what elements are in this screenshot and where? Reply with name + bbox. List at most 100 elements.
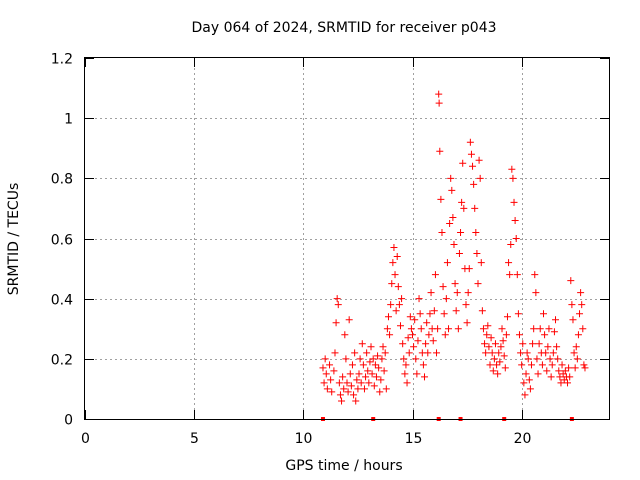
data-point	[355, 370, 363, 378]
data-point	[514, 310, 522, 318]
data-point	[403, 379, 411, 387]
data-point	[427, 289, 435, 297]
data-point	[360, 385, 368, 393]
data-point	[363, 349, 371, 357]
data-point	[436, 147, 444, 155]
data-point	[489, 367, 497, 375]
data-point	[479, 325, 487, 333]
data-point	[407, 325, 415, 333]
data-point	[415, 295, 423, 303]
x-axis-label: GPS time / hours	[285, 458, 402, 474]
data-point	[460, 204, 468, 212]
axis-ticks: 0 0.2 0.4 0.6 0.8 1 1.2 0 5 10 15 20	[51, 52, 609, 447]
plot-frame	[84, 57, 610, 420]
data-point	[499, 337, 507, 345]
data-point	[554, 355, 562, 363]
data-point	[347, 382, 355, 390]
data-point	[529, 340, 537, 348]
data-point	[376, 388, 384, 396]
data-point	[455, 250, 463, 258]
data-point	[543, 367, 551, 375]
data-point	[487, 334, 495, 342]
data-point	[521, 391, 529, 399]
data-point	[513, 271, 521, 279]
data-point	[510, 198, 518, 206]
data-point	[547, 373, 555, 381]
data-point	[375, 364, 383, 372]
data-point	[433, 349, 441, 357]
data-point	[368, 370, 376, 378]
data-point	[434, 325, 442, 333]
data-point	[475, 156, 483, 164]
data-point	[576, 310, 584, 318]
data-point	[445, 325, 453, 333]
data-point	[323, 385, 331, 393]
data-point	[401, 370, 409, 378]
data-point	[417, 325, 425, 333]
data-point	[522, 370, 530, 378]
data-point	[483, 331, 491, 339]
data-point	[328, 388, 336, 396]
data-point	[352, 397, 360, 405]
y-tick-label: 0.2	[51, 353, 73, 369]
data-point	[509, 174, 517, 182]
data-point	[568, 301, 576, 309]
data-point	[404, 334, 412, 342]
data-point	[409, 331, 416, 339]
data-point	[392, 307, 400, 315]
chart-title: Day 064 of 2024, SRMTID for receiver p04…	[191, 20, 496, 36]
data-point	[416, 310, 424, 318]
data-point	[345, 316, 353, 324]
data-point	[391, 271, 399, 279]
data-point	[330, 367, 338, 375]
data-point	[519, 340, 527, 348]
data-point	[425, 331, 433, 339]
y-tick-label: 1	[64, 112, 73, 128]
data-point	[370, 382, 378, 390]
data-point	[478, 307, 486, 315]
data-point	[327, 376, 335, 384]
data-point	[353, 376, 361, 384]
data-point	[438, 228, 446, 236]
data-point	[357, 379, 365, 387]
data-point	[511, 216, 519, 224]
data-point	[578, 301, 586, 309]
data-point	[430, 307, 438, 315]
data-point	[379, 343, 387, 351]
data-point	[344, 388, 352, 396]
data-point	[364, 367, 372, 375]
data-point	[442, 295, 450, 303]
data-point	[572, 343, 580, 351]
data-point	[523, 349, 531, 357]
data-point	[340, 385, 348, 393]
data-point	[387, 301, 395, 309]
data-point	[383, 325, 391, 333]
data-point	[335, 379, 343, 387]
data-point	[389, 259, 397, 267]
data-point	[435, 90, 443, 98]
data-point	[382, 385, 390, 393]
data-point	[485, 343, 493, 351]
data-point	[581, 364, 589, 372]
data-point	[424, 349, 432, 357]
data-point	[336, 391, 344, 399]
data-point	[400, 355, 408, 363]
data-point	[538, 361, 546, 369]
data-point	[450, 241, 458, 249]
data-point	[380, 367, 388, 375]
data-point	[467, 150, 475, 158]
data-point	[553, 343, 561, 351]
data-point	[332, 319, 340, 327]
data-point	[362, 373, 370, 381]
data-point	[569, 316, 577, 324]
data-point	[472, 228, 480, 236]
data-point	[580, 361, 588, 369]
data-point	[515, 331, 523, 339]
data-point	[464, 289, 472, 297]
data-point	[557, 379, 565, 387]
data-point	[339, 373, 347, 381]
x-tick-label: 15	[405, 431, 423, 447]
y-tick-label: 0.6	[51, 233, 73, 249]
data-point	[548, 361, 556, 369]
